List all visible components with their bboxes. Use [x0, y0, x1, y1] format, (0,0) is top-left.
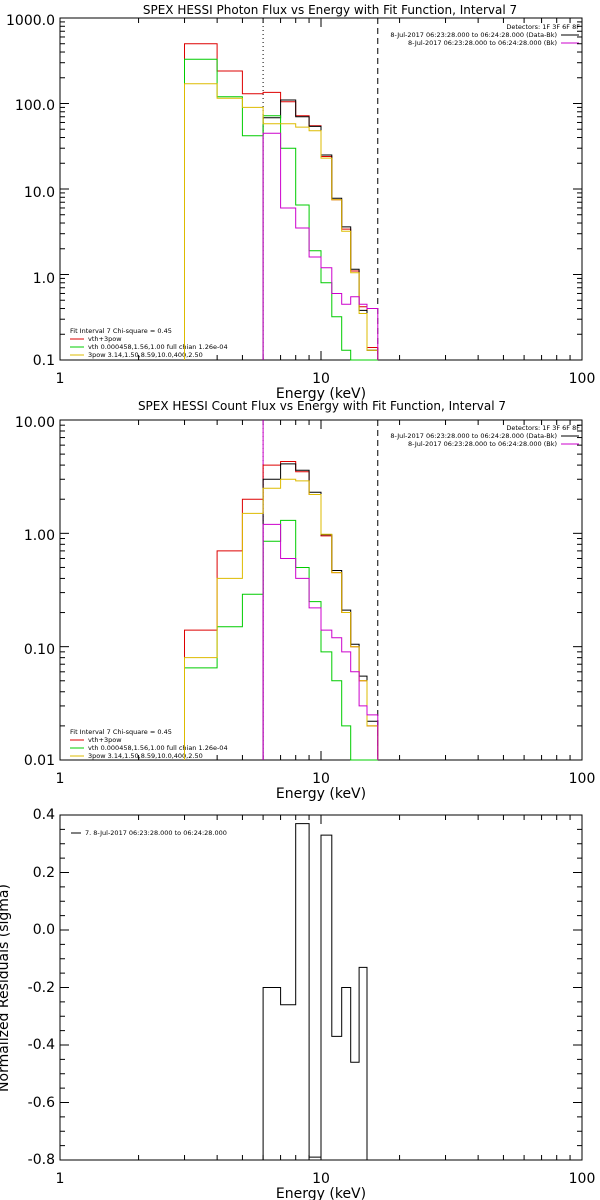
right-legend: Detectors: 1F 3F 6F 8F 8-Jul-2017 06:23:…: [390, 424, 580, 448]
count-flux-panel: SPEX HESSI Count Flux vs Energy with Fit…: [15, 399, 595, 802]
y-tick-label: -0.4: [28, 1037, 55, 1053]
y-tick-label: 0.01: [24, 753, 55, 769]
y-tick-labels: 0.01 0.10 1.00 10.00: [15, 415, 55, 769]
left-legend: 7. 8-Jul-2017 06:23:28.000 to 06:24:28.0…: [71, 829, 227, 837]
right-legend: Detectors: 1F 3F 6F 8F 8-Jul-2017 06:23:…: [390, 23, 580, 47]
x-axis-label: Energy (keV): [276, 786, 366, 802]
series-line-2: [184, 58, 378, 361]
y-tick-labels: -0.8 -0.6 -0.4 -0.2 0.0 0.2 0.4: [28, 807, 55, 1168]
legend-entry: 7. 8-Jul-2017 06:23:28.000 to 06:24:28.0…: [85, 829, 227, 837]
x-tick-label: 100: [569, 1171, 596, 1187]
legend-entry: vth+3pow: [88, 736, 122, 744]
x-tick-label: 1: [56, 771, 65, 787]
legend-header: Fit Interval 7 Chi-square = 0.45: [70, 327, 172, 335]
y-tick-label: 0.4: [33, 807, 55, 823]
x-tick-label: 1: [56, 371, 65, 387]
series-line-4: [262, 132, 379, 360]
series-line-3: [184, 478, 379, 760]
legend-entry: 8-Jul-2017 06:23:28.000 to 06:24:28.000 …: [390, 432, 557, 440]
y-tick-label: 10.00: [15, 415, 55, 431]
left-legend: Fit Interval 7 Chi-square = 0.45 vth+3po…: [70, 728, 228, 760]
y-tick-label: 0.1: [33, 353, 55, 369]
legend-entry: vth 0.000458,1.56,1.00 full chian 1.26e-…: [88, 744, 228, 752]
residuals-panel: 1 10 100 -0.8 -0.6 -0.4 -0.2 0.0 0.2 0.4…: [0, 807, 595, 1200]
y-tick-label: 0.2: [33, 865, 55, 881]
legend-header: Detectors: 1F 3F 6F 8F: [506, 424, 580, 432]
legend-entry: 3pow 3.14,1.50,8.59,10.0,400,2.50: [88, 351, 203, 359]
x-tick-label: 10: [312, 371, 330, 387]
x-axis-label: Energy (keV): [276, 1186, 366, 1200]
legend-entry: 8-Jul-2017 06:23:28.000 to 06:24:28.000 …: [408, 39, 557, 47]
x-tick-labels: 1 10 100: [56, 1171, 596, 1187]
x-tick-labels: 1 10 100: [56, 771, 596, 787]
y-tick-label: -0.6: [28, 1095, 55, 1111]
x-tick-label: 10: [312, 771, 330, 787]
legend-entry: vth+3pow: [88, 335, 122, 343]
y-tick-label: 10.0: [24, 185, 55, 201]
y-tick-label: -0.2: [28, 980, 55, 996]
legend-entry: 8-Jul-2017 06:23:28.000 to 06:24:28.000 …: [390, 31, 557, 39]
legend-header: Detectors: 1F 3F 6F 8F: [506, 23, 580, 31]
y-tick-label: 0.0: [33, 922, 55, 938]
left-legend: Fit Interval 7 Chi-square = 0.45 vth+3po…: [70, 327, 228, 359]
x-tick-label: 1: [56, 1171, 65, 1187]
x-tick-label: 100: [569, 771, 596, 787]
y-tick-label: 1000.0: [6, 13, 55, 29]
series-line-2: [184, 519, 378, 761]
series-line-4: [262, 523, 379, 760]
legend-entry: vth 0.000458,1.56,1.00 full chian 1.26e-…: [88, 343, 228, 351]
panel-title: SPEX HESSI Photon Flux vs Energy with Fi…: [143, 3, 517, 17]
x-tick-label: 100: [569, 371, 596, 387]
y-axis-label: Normalized Residuals (sigma): [0, 884, 12, 1092]
legend-entry: 3pow 3.14,1.50,8.59,10.0,400,2.50: [88, 752, 203, 760]
y-tick-label: 1.00: [24, 528, 55, 544]
y-tick-label: -0.8: [28, 1152, 55, 1168]
legend-header: Fit Interval 7 Chi-square = 0.45: [70, 728, 172, 736]
x-axis-label: Energy (keV): [276, 386, 366, 402]
y-tick-label: 1.0: [33, 271, 55, 287]
series-line-0: [262, 823, 368, 1160]
y-tick-labels: 0.1 1.0 10.0 100.0 1000.0: [6, 13, 55, 369]
x-tick-label: 10: [312, 1171, 330, 1187]
y-tick-label: 0.10: [24, 642, 55, 658]
y-tick-label: 100.0: [15, 98, 55, 114]
photon-flux-panel: SPEX HESSI Photon Flux vs Energy with Fi…: [6, 3, 595, 402]
panel-title: SPEX HESSI Count Flux vs Energy with Fit…: [138, 399, 506, 413]
x-tick-labels: 1 10 100: [56, 371, 596, 387]
legend-entry: 8-Jul-2017 06:23:28.000 to 06:24:28.000 …: [408, 440, 557, 448]
